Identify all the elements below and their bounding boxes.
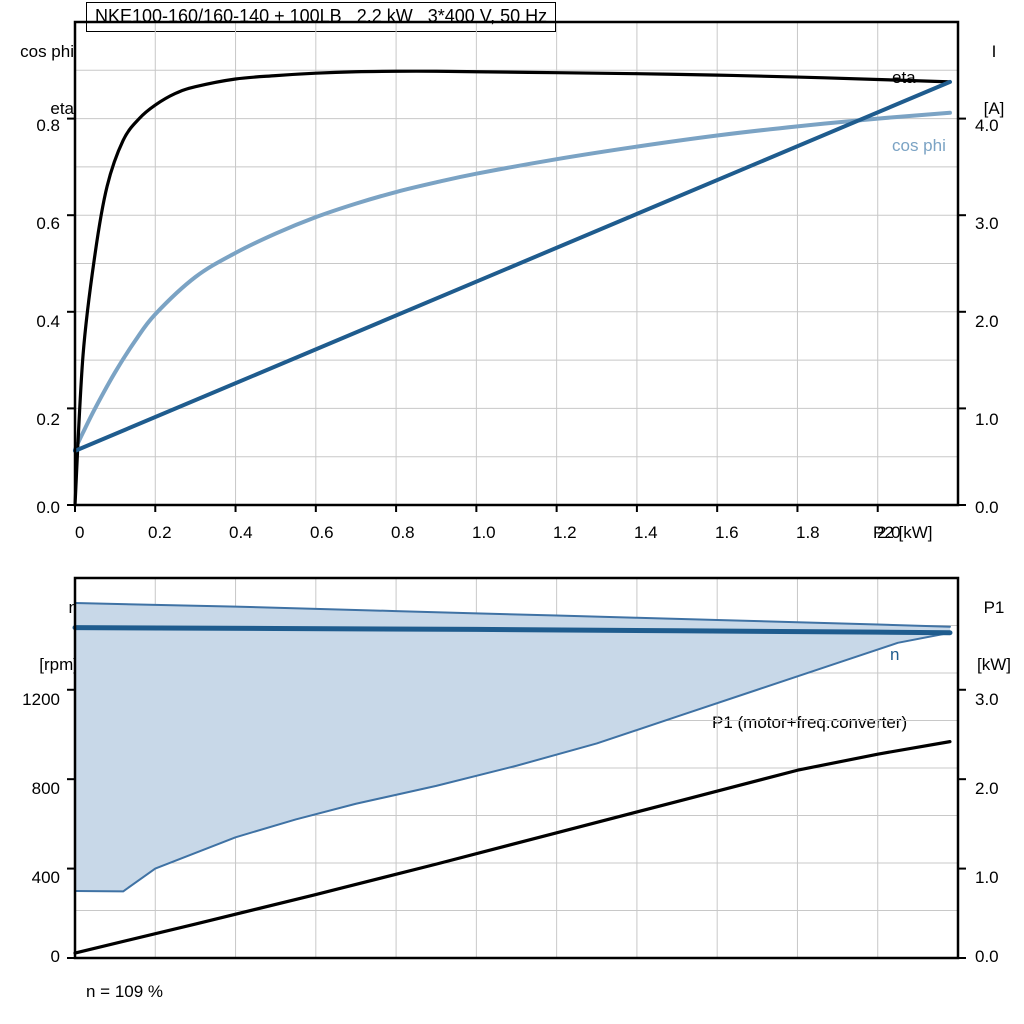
n-line [72,625,953,636]
upper-right-axis-label-line1: I [991,42,997,61]
lower-right-ticks [958,688,966,959]
upper-x-tick-9: 1.8 [796,523,820,542]
upper-left-tick-1: 0.6 [36,214,60,233]
upper-x-tick-10: 2.0 [877,523,901,542]
upper-x-tick-4: 0.8 [391,523,415,542]
lower-right-tick-2: 1.0 [975,868,999,887]
lower-left-axis-label-line1: n [68,598,78,617]
lower-right-tick-0: 3.0 [975,690,999,709]
upper-x-ticks [74,505,879,512]
upper-x-tick-0: 0 [75,523,85,542]
n-curve-label: n [890,645,900,664]
lower-right-axis-label: P1 [kW] [966,560,1022,712]
lower-right-axis-label-line2: [kW] [977,655,1011,674]
lower-right-axis-label-line1: P1 [983,598,1005,617]
upper-x-tick-3: 0.6 [310,523,334,542]
p1-line [73,740,952,955]
upper-x-tick-5: 1.0 [472,523,496,542]
speed-caption: n = 109 % [86,982,164,1001]
upper-plot-frame [73,20,960,507]
upper-left-tick-0: 0.8 [36,116,60,135]
upper-gridlines [74,21,959,506]
upper-right-tick-0: 4.0 [975,116,999,135]
upper-x-tick-6: 1.2 [553,523,577,542]
upper-left-ticks [67,117,75,506]
upper-x-axis-label: P2 [kW] [873,523,933,542]
upper-x-tick-8: 1.6 [715,523,739,542]
lower-left-axis-label: n [rpm] [2,560,78,712]
upper-right-axis-label-line2: [A] [983,99,1005,118]
eta-curve-label: eta [892,68,916,87]
upper-left-axis-label: cos phi eta [2,4,74,156]
lower-right-tick-3: 0.0 [975,947,999,966]
speed-range-lower-bound [74,631,951,893]
lower-left-tick-2: 400 [31,868,60,887]
upper-x-tick-7: 1.4 [634,523,658,542]
upper-right-tick-4: 0.0 [975,498,999,517]
upper-left-tick-4: 0.0 [36,498,60,517]
upper-right-ticks [958,117,966,506]
lower-left-tick-3: 0 [50,947,60,966]
current-line [73,79,952,453]
lower-right-tick-1: 2.0 [975,779,999,798]
upper-right-axis-label: I [A] [966,4,1022,156]
upper-right-tick-3: 1.0 [975,410,999,429]
upper-x-tick-1: 0.2 [148,523,172,542]
cos-phi-curve [73,110,952,452]
lower-left-tick-1: 800 [31,779,60,798]
upper-right-tick-1: 3.0 [975,214,999,233]
cos-phi-curve-label: cos phi [892,136,946,155]
upper-left-axis-label-line1: cos phi [20,42,74,61]
lower-left-axis-label-line2: [rpm] [39,655,78,674]
lower-left-ticks [67,688,75,959]
speed-range-upper-bound [74,602,951,628]
upper-left-tick-2: 0.4 [36,312,60,331]
lower-left-tick-0: 1200 [22,690,60,709]
upper-right-tick-2: 2.0 [975,312,999,331]
upper-left-tick-3: 0.2 [36,410,60,429]
eta-curve [73,69,952,507]
upper-left-axis-label-line2: eta [50,99,74,118]
upper-x-tick-2: 0.4 [229,523,253,542]
p1-curve-label: P1 (motor+freq.converter) [712,713,908,732]
lower-plot-frame [73,576,960,960]
